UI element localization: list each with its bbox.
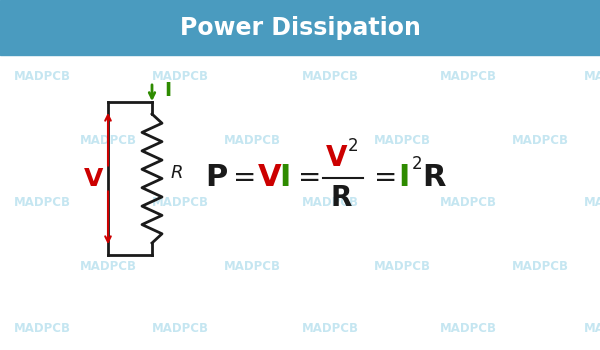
Text: R: R (331, 184, 352, 212)
Text: MADPCB: MADPCB (439, 322, 497, 336)
Text: $R$: $R$ (170, 164, 183, 182)
Text: I: I (164, 80, 172, 99)
Text: V: V (258, 163, 281, 193)
Text: MADPCB: MADPCB (14, 196, 71, 210)
Text: MADPCB: MADPCB (439, 70, 497, 84)
Text: R: R (422, 163, 445, 193)
Text: MADPCB: MADPCB (511, 259, 569, 273)
Text: V: V (85, 167, 104, 190)
Text: =: = (233, 164, 256, 192)
Text: MADPCB: MADPCB (223, 259, 281, 273)
Text: MADPCB: MADPCB (439, 196, 497, 210)
Text: MADPCB: MADPCB (151, 322, 209, 336)
Text: MADPCB: MADPCB (151, 70, 209, 84)
Text: MADPCB: MADPCB (79, 259, 137, 273)
Text: MADPCB: MADPCB (302, 70, 359, 84)
Text: MADPCB: MADPCB (14, 70, 71, 84)
Bar (0, 0, 600, 55)
Text: MADPCB: MADPCB (223, 133, 281, 147)
Text: I: I (398, 163, 409, 193)
Text: I: I (279, 163, 290, 193)
Text: MADPCB: MADPCB (14, 322, 71, 336)
Text: Power Dissipation: Power Dissipation (179, 16, 421, 40)
Text: 2: 2 (412, 155, 422, 173)
Text: MADPCB: MADPCB (302, 196, 359, 210)
Text: MADPCB: MADPCB (373, 133, 431, 147)
Text: =: = (374, 164, 397, 192)
Text: MADPCB: MADPCB (151, 196, 209, 210)
Text: MADPCB: MADPCB (583, 196, 600, 210)
Text: P: P (205, 163, 227, 193)
Text: MADPCB: MADPCB (373, 259, 431, 273)
Text: MADPCB: MADPCB (511, 133, 569, 147)
Text: MADPCB: MADPCB (79, 133, 137, 147)
Text: V: V (326, 144, 348, 172)
Text: MADPCB: MADPCB (302, 322, 359, 336)
Text: =: = (298, 164, 322, 192)
Text: MADPCB: MADPCB (583, 322, 600, 336)
Text: MADPCB: MADPCB (583, 70, 600, 84)
Text: 2: 2 (347, 137, 358, 155)
